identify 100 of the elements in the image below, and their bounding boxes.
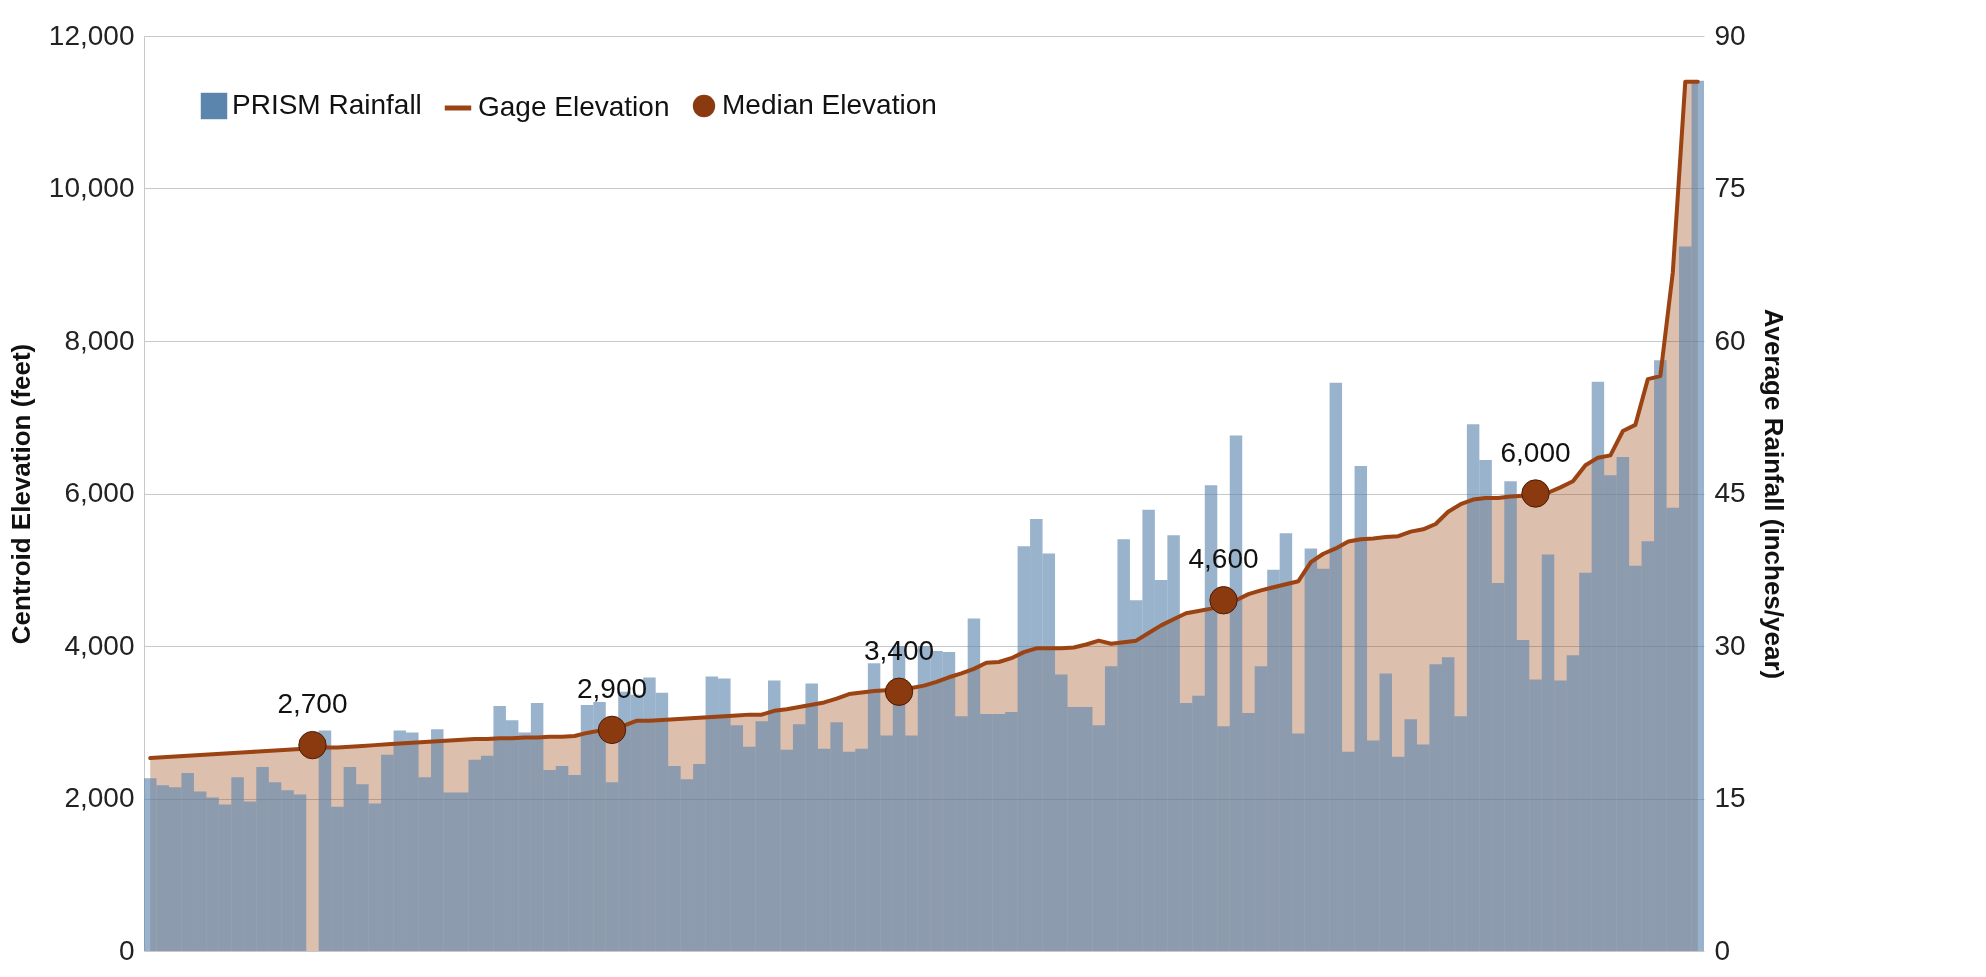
bar — [1267, 569, 1280, 951]
bar — [792, 724, 806, 951]
bar — [281, 790, 294, 951]
bar — [842, 751, 856, 951]
bar — [1566, 655, 1580, 951]
bar — [1154, 579, 1168, 951]
y-tick-label: 0 — [118, 934, 135, 966]
point — [1521, 479, 1550, 508]
y-tick-label: 2,000 — [64, 782, 135, 813]
bar — [693, 763, 706, 951]
bar — [431, 729, 444, 951]
bar — [655, 692, 669, 951]
y-tick-label: 4,000 — [64, 629, 135, 661]
bar — [256, 766, 269, 951]
bar — [406, 732, 419, 951]
bar — [1691, 80, 1704, 951]
bar — [156, 785, 169, 951]
bar — [1167, 535, 1180, 951]
bar — [1379, 673, 1392, 951]
bar — [331, 806, 344, 951]
bar — [1392, 756, 1405, 951]
bar — [1017, 546, 1031, 951]
bar — [580, 704, 594, 951]
bar — [218, 804, 232, 951]
bar — [880, 735, 893, 951]
bar — [905, 735, 918, 951]
bar — [1604, 475, 1617, 951]
bar — [530, 702, 544, 951]
bar — [680, 779, 694, 951]
bar — [730, 725, 744, 951]
bar — [1292, 733, 1305, 951]
bar — [1042, 553, 1056, 951]
data-label: 6,000 — [1500, 436, 1571, 468]
point — [298, 730, 327, 760]
bar — [955, 716, 968, 951]
bar — [1404, 719, 1417, 951]
y-tick-label: 10,000 — [48, 172, 135, 203]
bar — [181, 773, 194, 951]
bar — [1367, 740, 1380, 951]
bar — [1554, 680, 1567, 951]
bar — [493, 705, 506, 951]
bar — [1454, 716, 1467, 951]
bar — [1654, 360, 1667, 951]
bar — [1616, 456, 1630, 951]
bar — [144, 778, 157, 951]
bar — [992, 714, 1006, 951]
bar — [1117, 539, 1130, 951]
bar — [1192, 695, 1205, 951]
y2-tick-label: 45 — [1714, 477, 1746, 508]
bar — [368, 803, 382, 951]
bar — [505, 720, 519, 951]
bar — [268, 782, 282, 951]
bar — [830, 722, 843, 951]
bar — [1579, 572, 1592, 951]
bar — [1342, 751, 1355, 951]
bar — [718, 678, 731, 951]
bar — [480, 755, 494, 951]
bar — [967, 618, 981, 951]
bar — [780, 749, 793, 951]
bar — [1666, 507, 1680, 951]
y2-tick-label: 90 — [1714, 19, 1746, 51]
bar — [568, 775, 581, 951]
bar — [755, 721, 768, 951]
bar — [817, 748, 831, 951]
bar — [443, 792, 456, 951]
bar — [456, 792, 469, 951]
y2-tick-label: 15 — [1714, 782, 1746, 813]
y2-tick-label: 0 — [1714, 934, 1731, 966]
bar — [356, 784, 369, 951]
bar — [743, 746, 756, 951]
bar — [805, 683, 818, 951]
bar — [1080, 707, 1093, 951]
bar — [1441, 657, 1455, 951]
legend-label: Gage Elevation — [478, 91, 670, 122]
bar — [1142, 509, 1155, 951]
bar — [1279, 533, 1293, 951]
bar — [605, 782, 619, 951]
bar — [768, 680, 781, 951]
bar — [1129, 600, 1143, 951]
y-tick-label: 8,000 — [64, 324, 135, 356]
bar — [1005, 712, 1018, 951]
y-tick-label: 6,000 — [64, 477, 135, 508]
bar — [1092, 725, 1105, 951]
bar — [293, 794, 307, 951]
data-label: 2,700 — [277, 688, 348, 720]
bar — [855, 748, 868, 951]
bar — [593, 701, 606, 951]
legend-label: PRISM Rainfall — [232, 89, 422, 120]
legend-label: Median Elevation — [722, 89, 937, 120]
bar — [1354, 466, 1368, 951]
bar — [243, 801, 257, 951]
bar — [1217, 726, 1230, 951]
y2-tick-label: 60 — [1714, 324, 1746, 356]
bar — [1304, 548, 1318, 951]
bar — [668, 765, 681, 951]
bar — [705, 676, 719, 951]
bar — [867, 663, 881, 951]
bar — [1641, 541, 1655, 951]
data-label: 4,600 — [1188, 543, 1259, 575]
bar — [1067, 707, 1080, 951]
